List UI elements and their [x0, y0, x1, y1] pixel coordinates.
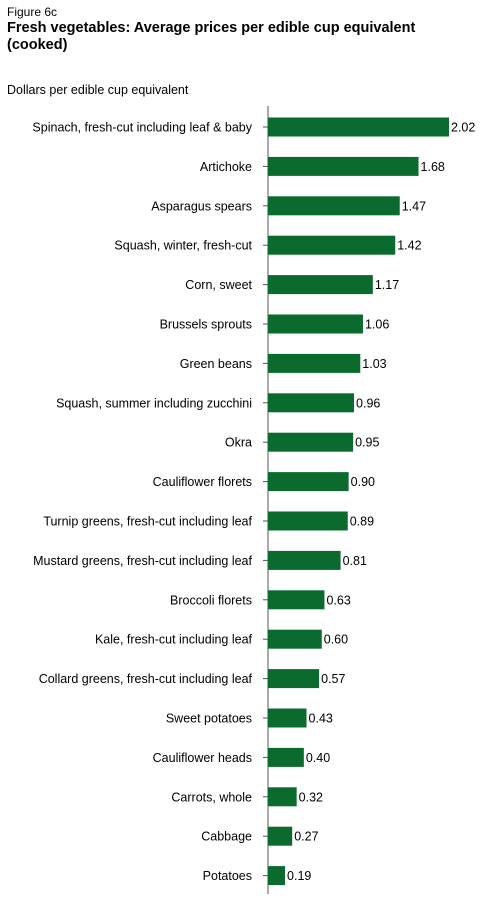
- value-label: 1.17: [375, 278, 399, 292]
- value-label: 0.43: [309, 712, 333, 726]
- bar: [268, 669, 320, 689]
- category-label: Corn, sweet: [185, 278, 252, 292]
- category-label: Asparagus spears: [151, 199, 252, 213]
- value-label: 0.40: [306, 751, 330, 765]
- bar: [268, 156, 419, 176]
- chart-title: Fresh vegetables: Average prices per edi…: [7, 20, 416, 53]
- bar: [268, 314, 363, 334]
- category-label: Collard greens, fresh-cut including leaf: [39, 672, 253, 686]
- category-label: Kale, fresh-cut including leaf: [95, 633, 253, 647]
- value-label: 1.47: [402, 199, 426, 213]
- value-label: 0.90: [351, 475, 375, 489]
- value-label: 0.95: [355, 436, 379, 450]
- value-label: 0.57: [321, 672, 345, 686]
- category-label: Okra: [225, 436, 252, 450]
- bar: [268, 708, 307, 728]
- bar: [268, 353, 361, 373]
- category-label: Mustard greens, fresh-cut including leaf: [33, 554, 252, 568]
- value-label: 0.19: [287, 869, 311, 883]
- bar: [268, 275, 373, 295]
- category-label: Squash, summer including zucchini: [56, 396, 252, 410]
- category-label: Sweet potatoes: [166, 712, 252, 726]
- bar: [268, 866, 286, 886]
- figure-label: Figure 6c: [7, 5, 58, 19]
- value-label: 2.02: [451, 121, 475, 135]
- bar: [268, 787, 297, 807]
- bar: [268, 117, 449, 137]
- bar: [268, 590, 325, 610]
- bar: [268, 472, 349, 492]
- category-label: Artichoke: [200, 160, 252, 174]
- value-label: 0.81: [343, 554, 367, 568]
- axis-label: Dollars per edible cup equivalent: [7, 83, 189, 97]
- bar: [268, 196, 400, 216]
- category-label: Broccoli florets: [170, 593, 252, 607]
- value-label: 1.42: [397, 239, 421, 253]
- value-label: 1.06: [365, 318, 389, 332]
- value-label: 1.68: [421, 160, 445, 174]
- value-label: 0.89: [350, 515, 374, 529]
- value-label: 0.63: [326, 593, 350, 607]
- value-label: 0.96: [356, 396, 380, 410]
- category-label: Green beans: [180, 357, 252, 371]
- bar: [268, 235, 396, 255]
- category-label: Squash, winter, fresh-cut: [114, 239, 252, 253]
- category-label: Spinach, fresh-cut including leaf & baby: [32, 121, 252, 135]
- bar: [268, 550, 341, 570]
- bar: [268, 629, 322, 649]
- category-label: Turnip greens, fresh-cut including leaf: [43, 515, 252, 529]
- bars-layer: Spinach, fresh-cut including leaf & baby…: [32, 106, 475, 894]
- category-label: Carrots, whole: [171, 790, 252, 804]
- bar: [268, 511, 348, 531]
- category-label: Cauliflower florets: [153, 475, 252, 489]
- category-label: Potatoes: [203, 869, 252, 883]
- bar: [268, 747, 304, 767]
- category-label: Cauliflower heads: [153, 751, 252, 765]
- value-label: 0.27: [294, 830, 318, 844]
- value-label: 0.32: [299, 790, 323, 804]
- category-label: Brussels sprouts: [160, 318, 252, 332]
- category-label: Cabbage: [201, 830, 252, 844]
- bar: [268, 393, 355, 413]
- value-label: 0.60: [324, 633, 348, 647]
- bar: [268, 826, 293, 846]
- bar: [268, 432, 354, 452]
- value-label: 1.03: [362, 357, 386, 371]
